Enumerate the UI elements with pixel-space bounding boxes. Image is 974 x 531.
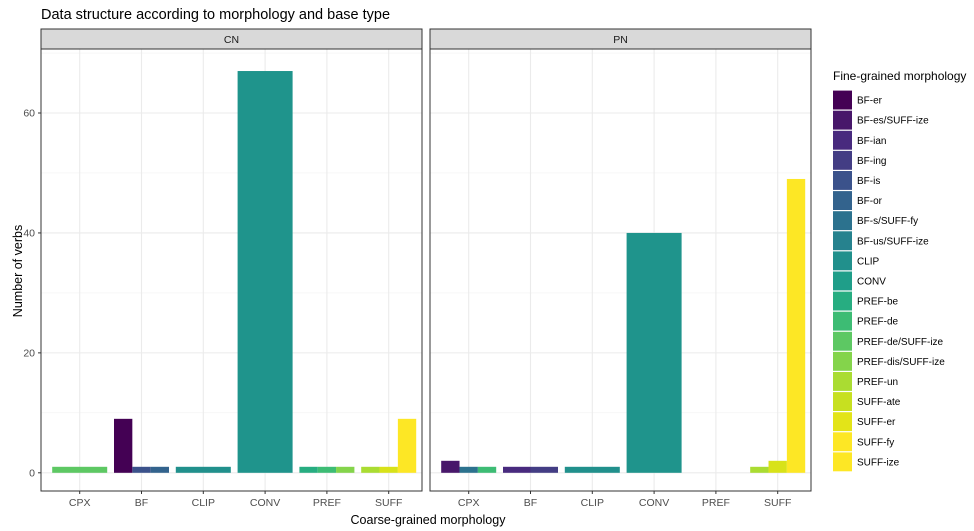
legend-label: BF-ing bbox=[857, 156, 886, 167]
legend-key bbox=[833, 191, 852, 210]
legend-label: SUFF-fy bbox=[857, 437, 894, 448]
legend-label: PREF-dis/SUFF-ize bbox=[857, 357, 945, 368]
y-axis: 0 20 40 60 bbox=[23, 108, 41, 480]
x-tick-label: PREF bbox=[702, 497, 730, 509]
facet-strip-label: PN bbox=[613, 34, 628, 46]
y-tick-label: 40 bbox=[23, 228, 35, 240]
legend-label: BF-s/SUFF-fy bbox=[857, 216, 918, 227]
legend-key bbox=[833, 211, 852, 231]
legend-key bbox=[833, 251, 852, 271]
bar-cn-clip-clip bbox=[175, 466, 231, 473]
legend-key bbox=[833, 271, 852, 291]
x-tick-label: BF bbox=[524, 497, 537, 509]
x-tick-label: CONV bbox=[250, 497, 280, 509]
x-tick-label: CPX bbox=[69, 497, 91, 509]
bar-cn-bf-bf-is bbox=[132, 466, 151, 473]
bar-cn-pref-pref-be bbox=[299, 466, 318, 473]
legend-key bbox=[833, 432, 852, 452]
x-tick-label: CLIP bbox=[581, 497, 604, 509]
x-axis-title: Coarse-grained morphology bbox=[351, 513, 507, 527]
bar-pn-suff-suff-fy bbox=[768, 460, 787, 473]
bar-pn-bf-bf-ian bbox=[503, 466, 531, 473]
bar-cn-bf-bf-or bbox=[150, 466, 169, 473]
legend-key bbox=[833, 231, 852, 251]
legend-label: CLIP bbox=[857, 256, 880, 267]
legend-key bbox=[833, 130, 852, 150]
legend-label: PREF-de/SUFF-ize bbox=[857, 337, 944, 348]
legend-label: BF-us/SUFF-ize bbox=[857, 236, 929, 247]
bar-pn-suff-suff-ate bbox=[750, 466, 769, 473]
legend-key bbox=[833, 392, 852, 411]
y-axis-title: Number of verbs bbox=[11, 225, 25, 317]
bar-pn-cpx-bf-s-suff-fy bbox=[459, 466, 478, 473]
bar-pn-suff-suff-ize bbox=[786, 178, 806, 473]
legend-key bbox=[833, 291, 852, 311]
legend-key bbox=[833, 90, 852, 110]
legend-label: PREF-be bbox=[857, 297, 899, 308]
legend-label: BF-is bbox=[857, 176, 880, 187]
panel-border bbox=[429, 48, 812, 492]
legend-key bbox=[833, 452, 852, 472]
x-tick-label: CLIP bbox=[192, 497, 215, 509]
bar-pn-cpx-pref-de-suff-ize bbox=[477, 466, 497, 473]
panels: CN CPX BF CLIP CONV PREF SUFF PN CPX BF CLIP CONV PR… bbox=[23, 28, 812, 509]
legend-key bbox=[833, 171, 852, 190]
legend-label: BF-er bbox=[857, 96, 883, 107]
panel-background bbox=[430, 49, 811, 491]
legend-label: PREF-un bbox=[857, 377, 898, 388]
bar-pn-bf-bf-ing bbox=[530, 466, 558, 473]
panel-cn: CN CPX BF CLIP CONV PREF SUFF bbox=[40, 28, 423, 509]
bar-cn-bf-bf-er bbox=[114, 418, 133, 473]
y-tick-label: 60 bbox=[23, 108, 35, 120]
bar-cn-conv-conv bbox=[237, 71, 293, 473]
legend-label: PREF-de bbox=[857, 317, 899, 328]
bar-pn-cpx-bf-es-suff-ize bbox=[441, 460, 460, 473]
legend-key bbox=[833, 150, 852, 170]
x-tick-label: PREF bbox=[313, 497, 341, 509]
bar-cn-suff-suff-er bbox=[379, 466, 398, 473]
legend-label: SUFF-ize bbox=[857, 457, 900, 468]
bar-cn-suff-suff-ate bbox=[361, 466, 380, 473]
legend-key bbox=[833, 372, 852, 391]
panel-pn: PN CPX BF CLIP CONV PREF SUFF bbox=[429, 28, 812, 509]
legend-title: Fine-grained morphology bbox=[833, 69, 966, 83]
x-tick-label: CPX bbox=[458, 497, 480, 509]
legend-label: SUFF-er bbox=[857, 417, 896, 428]
x-tick-label: SUFF bbox=[375, 497, 402, 509]
legend-label: SUFF-ate bbox=[857, 397, 901, 408]
bar-pn-conv-conv bbox=[626, 232, 682, 473]
bar-cn-pref-pref-un bbox=[336, 466, 355, 473]
bar-cn-suff-suff-ize bbox=[397, 418, 417, 473]
legend-key bbox=[833, 351, 852, 371]
bar-pn-clip-clip bbox=[564, 466, 620, 473]
legend-key bbox=[833, 311, 852, 331]
y-tick-label: 0 bbox=[29, 468, 35, 480]
chart-title: Data structure according to morphology a… bbox=[41, 7, 390, 23]
bar-cn-cpx-pref-dis-suff-ize bbox=[52, 466, 108, 473]
y-tick-label: 20 bbox=[23, 348, 35, 360]
legend-label: CONV bbox=[857, 276, 886, 287]
legend: Fine-grained morphology BF-er BF-es/SUFF-… bbox=[833, 69, 966, 472]
legend-label: BF-or bbox=[857, 196, 883, 207]
legend-label: BF-ian bbox=[857, 136, 886, 147]
facet-strip-label: CN bbox=[224, 34, 239, 46]
x-tick-label: SUFF bbox=[764, 497, 791, 509]
legend-key bbox=[833, 412, 852, 432]
x-tick-label: BF bbox=[135, 497, 148, 509]
x-tick-label: CONV bbox=[639, 497, 669, 509]
legend-key bbox=[833, 110, 852, 130]
bar-cn-pref-pref-de bbox=[317, 466, 337, 473]
legend-label: BF-es/SUFF-ize bbox=[857, 116, 929, 127]
legend-key bbox=[833, 331, 852, 351]
panel-border bbox=[40, 48, 423, 492]
panel-background bbox=[41, 49, 422, 491]
